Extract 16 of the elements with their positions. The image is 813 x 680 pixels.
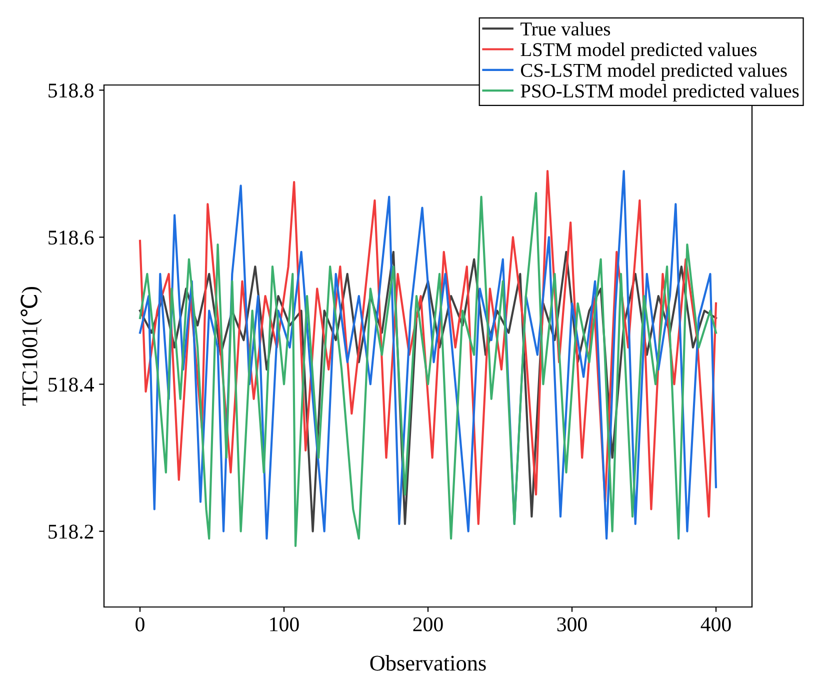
- y-axis-title: TIC1001(℃): [20, 286, 42, 406]
- y-tick-label: 518.2: [48, 524, 94, 539]
- y-tick-label: 518.4: [48, 378, 94, 392]
- x-tick-label: 100: [270, 617, 299, 632]
- x-tick-label: 200: [413, 617, 443, 632]
- line-series: [138, 250, 718, 532]
- x-tick-label: 300: [557, 617, 587, 632]
- legend-label: True values: [520, 22, 610, 36]
- y-tick-label: 518.6: [48, 230, 94, 245]
- legend-label: PSO-LSTM model predicted values: [520, 84, 799, 102]
- x-axis-title: Observations: [370, 655, 486, 671]
- legend-label: CS-LSTM model predicted values: [520, 63, 787, 81]
- x-tick-label: 400: [700, 617, 731, 632]
- y-tick-label: 518.8: [48, 84, 94, 98]
- legend-label: LSTM model predicted values: [520, 42, 757, 60]
- x-tick-label: 0: [136, 617, 144, 632]
